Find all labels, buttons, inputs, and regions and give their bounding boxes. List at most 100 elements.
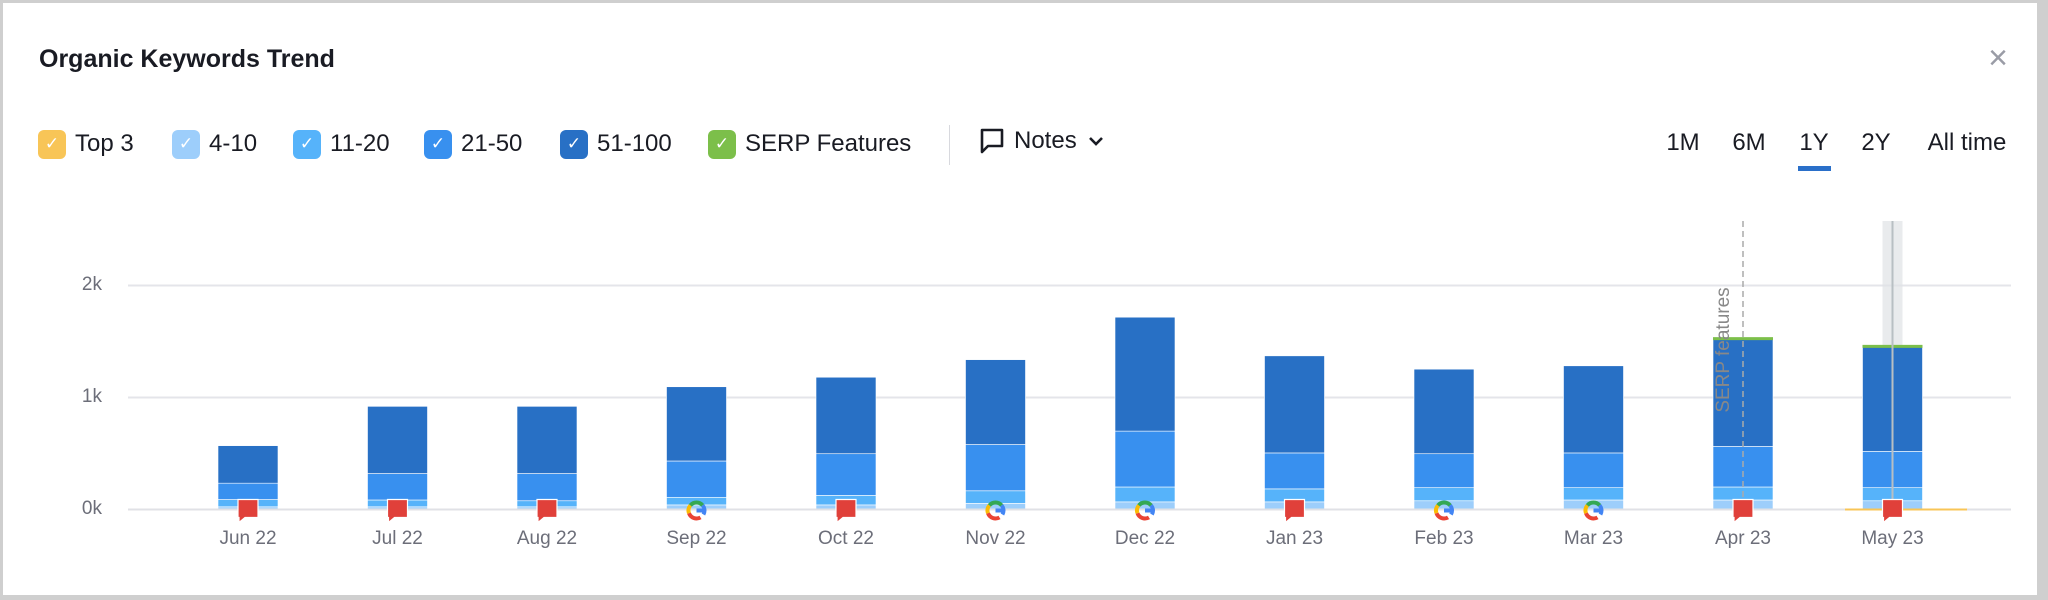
- bar-segment-21-50: [1413, 453, 1475, 488]
- bar-segment-51-100: [217, 445, 279, 484]
- bar-segment-51-100: [815, 376, 877, 455]
- close-icon[interactable]: ×: [1988, 39, 2008, 77]
- bar-segment-21-50: [965, 444, 1026, 492]
- bar-segment-51-100: [1264, 355, 1325, 454]
- legend-item-11-20[interactable]: ✓ 11-20: [293, 129, 390, 159]
- y-tick-label: 1k: [81, 385, 102, 407]
- bar-segment-51-100: [1413, 368, 1475, 455]
- serp-features-annotation: SERP features: [1713, 287, 1734, 413]
- y-tick-label: 2k: [81, 273, 102, 295]
- x-tick-label: Nov 22: [965, 528, 1026, 549]
- bar-segment-21-50: [516, 473, 578, 502]
- divider: [949, 125, 950, 165]
- x-tick-label: Aug 22: [516, 528, 578, 549]
- google-icon-arc: [1434, 504, 1440, 514]
- checkbox-icon[interactable]: ✓: [424, 129, 452, 159]
- bar-segment-21-50: [367, 473, 428, 501]
- google-icon-arc: [1135, 512, 1150, 521]
- note-flag-icon: [835, 498, 857, 524]
- bar-segment-21-50: [666, 460, 727, 498]
- google-icon-bar: [995, 508, 1005, 513]
- google-icon-arc: [987, 500, 1004, 507]
- note-flag-icon: [386, 498, 409, 524]
- x-tick-label: Oct 22: [818, 528, 874, 549]
- legend-label: 4-10: [209, 130, 258, 157]
- legend-label: 11-20: [330, 130, 390, 157]
- note-flag-icon: [536, 498, 558, 524]
- checkbox-icon[interactable]: ✓: [38, 129, 66, 159]
- checkbox-icon[interactable]: ✓: [560, 129, 588, 159]
- bar-segment-21-50: [1264, 452, 1325, 490]
- google-icon-arc: [1583, 504, 1590, 514]
- y-tick-label: 0k: [81, 497, 102, 519]
- note-flag-icon: [237, 498, 259, 524]
- note-flag-icon: [1283, 498, 1306, 524]
- notes-label: Notes: [1014, 127, 1077, 154]
- bar-segment-51-100: [367, 406, 428, 474]
- period-all-time[interactable]: All time: [1927, 129, 2007, 156]
- google-icon: [1135, 500, 1155, 521]
- bar-segment-21-50: [815, 453, 877, 496]
- checkbox-icon[interactable]: ✓: [708, 129, 736, 159]
- x-tick-label: Mar 23: [1563, 528, 1624, 549]
- checkbox-icon[interactable]: ✓: [293, 129, 321, 159]
- bar-segment-51-100: [965, 359, 1026, 445]
- x-tick-label: Feb 23: [1414, 528, 1474, 549]
- bar-segment-11-20: [1563, 487, 1624, 501]
- bar-segment-51-100: [1114, 316, 1176, 432]
- note-flag-icon: [1881, 498, 1904, 524]
- google-icon-arc: [686, 504, 693, 514]
- google-icon-bar: [1145, 508, 1154, 513]
- google-icon-arc: [1135, 504, 1141, 514]
- legend-item-4-10[interactable]: ✓ 4-10: [172, 129, 257, 159]
- legend-item-21-50[interactable]: ✓ 21-50: [424, 129, 522, 159]
- legend-label: Top 3: [75, 130, 134, 157]
- legend-label: 21-50: [461, 130, 523, 157]
- google-icon-arc: [1436, 500, 1452, 507]
- google-icon-arc: [1584, 512, 1599, 521]
- period-1y[interactable]: 1Y: [1799, 129, 1829, 156]
- google-icon: [1434, 500, 1454, 521]
- bar-segment-21-50: [217, 482, 279, 500]
- google-icon-arc: [687, 512, 702, 521]
- checkbox-icon[interactable]: ✓: [172, 129, 200, 159]
- bar-segment-4-10: [666, 504, 727, 510]
- bar-segment-51-100: [1563, 365, 1624, 454]
- google-icon: [686, 500, 707, 521]
- google-icon-arc: [1585, 500, 1602, 507]
- x-tick-label: Apr 23: [1715, 528, 1771, 549]
- bar-segment-serp-features: [1713, 337, 1773, 341]
- active-period-indicator: [1798, 166, 1831, 171]
- x-tick-label: Jul 22: [372, 528, 423, 549]
- google-icon: [985, 500, 1006, 521]
- x-tick-label: May 23: [1861, 528, 1924, 549]
- legend-item-serp-features[interactable]: ✓ SERP Features: [708, 129, 911, 159]
- legend-item-51-100[interactable]: ✓ 51-100: [560, 129, 672, 159]
- legend-item-top-3[interactable]: ✓ Top 3: [38, 129, 134, 159]
- chevron-down-icon: [1088, 137, 1103, 146]
- bar-segment-51-100: [666, 386, 727, 462]
- x-tick-label: Sep 22: [666, 528, 727, 549]
- period-1m[interactable]: 1M: [1666, 129, 1700, 156]
- google-icon-arc: [1137, 500, 1153, 507]
- x-tick-label: Jan 23: [1265, 528, 1324, 549]
- notes-dropdown[interactable]: Notes: [980, 127, 1115, 155]
- period-2y[interactable]: 2Y: [1861, 129, 1891, 156]
- bar-segment-11-20: [1413, 487, 1475, 502]
- google-icon-arc: [1434, 512, 1449, 521]
- google-icon-bar: [696, 508, 706, 513]
- google-icon-bar: [1444, 508, 1453, 513]
- note-flag-icon: [1732, 498, 1754, 524]
- google-icon-arc: [688, 500, 705, 507]
- google-icon: [1583, 500, 1604, 521]
- google-icon-arc: [985, 504, 992, 514]
- google-icon-arc: [986, 512, 1001, 521]
- period-6m[interactable]: 6M: [1732, 129, 1766, 156]
- bar-segment-21-50: [1563, 452, 1624, 488]
- page-title: Organic Keywords Trend: [39, 45, 335, 73]
- google-icon-bar: [1593, 508, 1603, 513]
- legend-label: 51-100: [597, 130, 672, 157]
- bar-segment-11-20: [1114, 486, 1176, 503]
- x-tick-label: Jun 22: [219, 528, 277, 549]
